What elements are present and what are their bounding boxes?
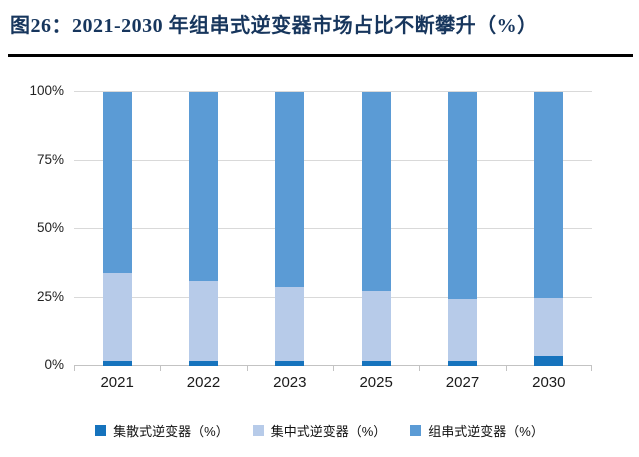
x-axis-label-2025: 2025 [359, 374, 393, 391]
axis-tick [505, 366, 507, 371]
y-tick-label-0: 0% [44, 357, 64, 372]
x-axis-label-2021: 2021 [100, 374, 134, 391]
x-axis-line [74, 365, 592, 366]
bar-group-2023 [247, 92, 333, 366]
legend-swatch-central [252, 424, 264, 436]
legend-label-central: 集中式逆变器（%） [270, 423, 387, 439]
y-tick-label-25: 25% [36, 288, 64, 304]
plot-area: 0% 25% 50% 75% 100% 2021 2022 2023 2025 2027 2030 [29, 83, 592, 391]
bar-segment-central-2023 [275, 286, 305, 361]
bar-segment-decentralized-2025 [361, 360, 391, 366]
bar-group-2030 [506, 92, 592, 366]
title-underline [8, 54, 633, 57]
legend-item-decentralized: 集散式逆变器（%） [95, 421, 229, 440]
bar-segment-central-2027 [447, 298, 477, 361]
axis-tick [74, 366, 75, 371]
bar-segment-string-2027 [447, 92, 477, 299]
axis-tick [419, 366, 421, 371]
legend-item-string: 组串式逆变器（%） [410, 421, 544, 440]
gridline-25 [74, 296, 592, 298]
bar-segment-decentralized-2023 [275, 360, 305, 366]
bar-segment-string-2030 [534, 92, 564, 298]
bar-group-2027 [419, 92, 505, 366]
figure-title: 图26：2021-2030 年组串式逆变器市场占比不断攀升（%） [10, 15, 538, 37]
axis-tick [333, 366, 334, 371]
x-axis-label-2022: 2022 [186, 374, 221, 391]
legend-label-decentralized: 集散式逆变器（%） [113, 423, 229, 439]
x-axis-label-2027: 2027 [445, 374, 480, 391]
axis-tick [591, 366, 592, 371]
legend-swatch-decentralized [95, 424, 107, 436]
bar-group-2025 [333, 92, 419, 366]
x-axis-label-2030: 2030 [532, 374, 566, 391]
bar-segment-central-2022 [188, 281, 218, 361]
gridline-100 [74, 91, 592, 92]
axis-tick [246, 366, 248, 371]
bar-segment-decentralized-2027 [447, 360, 477, 366]
gridline-75 [74, 159, 592, 161]
bar-segment-central-2025 [361, 290, 391, 361]
axis-tick [160, 366, 162, 371]
x-axis-label-2023: 2023 [273, 374, 307, 391]
bar-segment-string-2023 [275, 92, 305, 287]
bar-segment-string-2022 [188, 92, 218, 282]
legend: 集散式逆变器（%） 集中式逆变器（%） 组串式逆变器（%） [0, 421, 639, 439]
y-tick-label-75: 75% [36, 151, 64, 167]
legend-swatch-string [410, 424, 422, 436]
bar-segment-string-2025 [361, 92, 391, 291]
y-tick-label-100: 100% [29, 83, 64, 98]
bar-group-2021 [74, 92, 160, 366]
bar-group-2022 [160, 92, 246, 366]
bar-segment-decentralized-2021 [102, 360, 132, 366]
bar-segment-decentralized-2030 [534, 356, 564, 366]
bar-segment-central-2021 [102, 272, 132, 361]
bar-segment-central-2030 [534, 297, 564, 357]
gridline-50 [74, 228, 592, 229]
bar-segment-decentralized-2022 [188, 360, 218, 366]
bar-segment-string-2021 [102, 92, 132, 273]
y-tick-label-50: 50% [36, 220, 64, 235]
legend-label-string: 组串式逆变器（%） [428, 423, 544, 439]
legend-item-central: 集中式逆变器（%） [252, 421, 387, 440]
